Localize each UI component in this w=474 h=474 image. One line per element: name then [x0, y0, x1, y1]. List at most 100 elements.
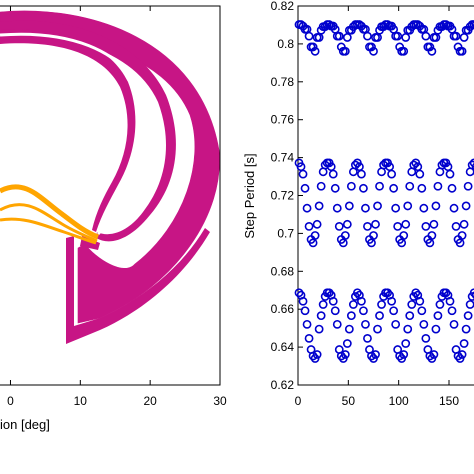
data-point: [421, 221, 431, 231]
left-x-tick-label: 30: [213, 394, 227, 408]
data-point: [459, 33, 469, 42]
data-point: [330, 183, 340, 193]
data-point: [391, 319, 401, 329]
data-point: [318, 300, 328, 309]
band-separator: [0, 32, 149, 236]
data-point: [348, 300, 358, 309]
data-point: [449, 203, 459, 213]
data-point: [433, 181, 443, 191]
data-point: [389, 183, 399, 193]
data-point: [304, 31, 314, 41]
data-point: [367, 351, 376, 361]
data-point: [294, 288, 304, 298]
data-point: [461, 324, 471, 334]
data-point: [342, 339, 352, 348]
data-point: [471, 162, 474, 171]
data-point: [445, 169, 455, 179]
data-point: [316, 181, 326, 191]
data-point: [449, 319, 459, 329]
data-point: [425, 351, 435, 361]
right-panel: 0 50 100 150 0.62 0.64 0.66 0.68 0.7 0.72 0.74 0.7…: [242, 0, 474, 408]
orange-band-inner: [0, 203, 98, 243]
data-point: [469, 20, 474, 29]
data-point: [375, 311, 384, 321]
data-point: [324, 20, 334, 29]
data-point: [401, 33, 411, 42]
data-point: [342, 219, 352, 229]
data-point: [425, 42, 435, 52]
data-point: [467, 292, 474, 301]
data-point: [304, 333, 314, 343]
data-point: [469, 288, 474, 298]
data-point: [453, 351, 463, 361]
data-point: [340, 350, 350, 359]
outer-magenta-band: [0, 10, 220, 324]
data-point: [447, 306, 457, 316]
data-point: [465, 300, 474, 309]
data-point: [350, 160, 360, 170]
data-point: [421, 31, 431, 41]
data-point: [346, 311, 356, 321]
data-point: [427, 46, 437, 56]
data-point: [342, 33, 352, 42]
data-point: [399, 231, 409, 240]
data-point: [471, 291, 474, 299]
left-panel: 0 10 20 30 ion [deg]: [0, 5, 227, 432]
data-point: [393, 221, 403, 231]
left-x-tick-label: 0: [7, 394, 14, 408]
data-point: [357, 169, 366, 179]
left-axes-frame: [0, 5, 221, 386]
data-point: [387, 296, 397, 306]
data-point: [328, 296, 338, 306]
data-point: [361, 203, 370, 213]
right-x-tick-label: 150: [439, 394, 459, 408]
data-point: [401, 219, 411, 229]
data-point: [387, 169, 397, 179]
data-point: [393, 31, 403, 41]
data-point: [375, 181, 384, 191]
data-point: [391, 203, 401, 213]
right-y-tick-label: 0.72: [271, 189, 295, 203]
right-x-ticks: 0 50 100 150: [295, 6, 459, 408]
right-y-ticks: 0.62 0.64 0.66 0.68 0.7 0.72 0.74 0.76 0.78 0.8 0.…: [271, 0, 303, 392]
data-point: [417, 306, 427, 316]
data-point: [383, 20, 392, 29]
scatter-points: [294, 20, 474, 363]
magenta-hook: [66, 228, 210, 344]
data-point: [312, 350, 322, 359]
data-point: [336, 351, 346, 361]
right-y-tick-label: 0.66: [271, 302, 295, 316]
right-y-tick-label: 0.8: [277, 37, 294, 51]
data-point: [332, 203, 342, 213]
data-point: [334, 31, 344, 41]
data-point: [445, 296, 455, 306]
data-point: [407, 300, 417, 309]
right-y-tick-label: 0.78: [271, 75, 295, 89]
data-point: [471, 20, 474, 29]
data-point: [302, 319, 312, 329]
data-point: [377, 300, 386, 309]
data-point: [383, 288, 392, 298]
data-point: [330, 306, 340, 316]
data-point: [324, 288, 334, 298]
data-point: [310, 231, 320, 240]
data-point: [457, 46, 467, 56]
right-axes-frame: [297, 5, 474, 386]
data-point: [352, 288, 362, 298]
data-point: [461, 201, 471, 211]
data-point: [463, 311, 473, 321]
data-point: [457, 350, 467, 359]
data-point: [441, 20, 451, 29]
data-point: [421, 333, 431, 343]
data-point: [459, 219, 469, 229]
data-point: [361, 319, 370, 329]
left-x-ticks: 0 10 20 30: [7, 6, 227, 408]
right-y-tick-label: 0.74: [271, 151, 295, 165]
right-x-tick-label: 50: [342, 394, 356, 408]
data-point: [316, 311, 326, 321]
left-x-tick-label: 20: [143, 394, 157, 408]
data-point: [399, 350, 409, 359]
data-point: [429, 350, 439, 359]
data-point: [363, 333, 372, 343]
data-point: [314, 324, 324, 334]
